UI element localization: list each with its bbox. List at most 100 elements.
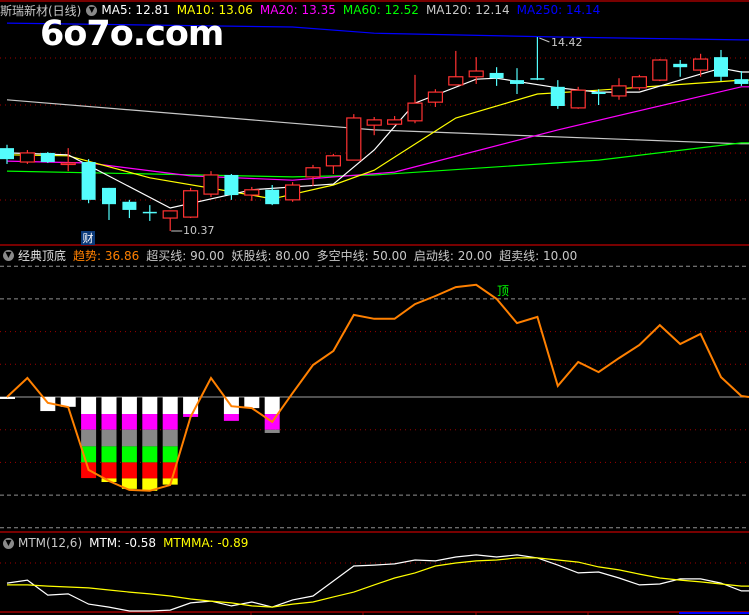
oversold-line-value: 超卖线: 10.00 (499, 248, 578, 263)
signal-bar-segment (121, 397, 137, 415)
signal-bar-segment (81, 429, 97, 447)
candle-up (162, 210, 178, 219)
ma250-value: MA250: 14.14 (516, 3, 601, 17)
signal-bar-segment (244, 397, 260, 409)
low-price-label: 10.37 (183, 224, 215, 237)
candle-up (366, 119, 382, 126)
candle-up (631, 76, 648, 89)
signal-bar-segment (162, 446, 178, 463)
high-price-label: 14.42 (551, 36, 583, 49)
ma60-value: MA60: 12.52 (342, 3, 419, 17)
top-signal-label: 顶 (497, 284, 510, 298)
trend-value: 趋势: 36.86 (73, 248, 140, 263)
signal-bar-segment (264, 397, 280, 415)
candle-up (203, 174, 219, 195)
ma20-value: MA20: 13.35 (259, 3, 336, 17)
candle-down (40, 152, 55, 163)
signal-bar-segment (60, 397, 76, 407)
signal-bar-segment (142, 446, 158, 463)
ma250-line (6, 22, 749, 41)
candle-down (489, 72, 504, 79)
candle-down (734, 79, 749, 84)
indicator-header: ▼ 经典顶底 趋势: 36.86 超买线: 90.00 妖股线: 80.00 多… (0, 247, 589, 263)
ma120-line (6, 99, 749, 145)
ma20-line (6, 86, 749, 181)
chevron-down-icon[interactable]: ▼ (86, 4, 98, 16)
signal-bar-segment (101, 462, 117, 479)
candle-down (591, 92, 606, 95)
candle-down (142, 211, 157, 214)
candle-down (122, 201, 137, 210)
signal-bar-segment (162, 429, 178, 447)
start-line-value: 启动线: 20.00 (413, 248, 493, 263)
midline-value: 多空中线: 50.00 (316, 248, 407, 263)
ma10-value: MA10: 13.06 (176, 3, 253, 17)
finance-badge[interactable]: 财 (81, 231, 95, 245)
signal-bar-segment (101, 397, 117, 415)
mtmma-line (7, 557, 749, 608)
ma120-value: MA120: 12.14 (425, 3, 510, 17)
signal-bar-segment (81, 414, 97, 430)
stock-title[interactable]: 斯瑞新材(日线) (0, 3, 82, 18)
signal-bar-segment (121, 446, 137, 463)
candle-down (673, 63, 688, 68)
signal-bar-segment (81, 397, 97, 415)
signal-bar-segment (101, 414, 117, 430)
candle-down (102, 187, 116, 205)
signal-bar-segment (121, 462, 137, 479)
signal-bar-segment (0, 397, 15, 399)
candle-up (652, 59, 668, 81)
candle-up (611, 85, 627, 97)
candle-down (530, 78, 545, 80)
overbought-line-value: 超买线: 90.00 (146, 248, 225, 263)
candle-up (570, 89, 586, 109)
signal-bar-segment (142, 429, 158, 447)
mtm-name[interactable]: MTM(12,6) (18, 536, 83, 550)
signal-bar-segment (121, 429, 137, 447)
candle-down (714, 57, 728, 77)
candle-up (448, 76, 464, 86)
signal-bar-segment (142, 478, 158, 491)
mtm-header: ▼ MTM(12,6) MTM: -0.58 MTMMA: -0.89 (0, 535, 260, 551)
mtmma-value: MTMMA: -0.89 (163, 536, 249, 550)
candle-down (265, 189, 280, 205)
signal-bar-segment (142, 414, 158, 430)
mtm-value: MTM: -0.58 (89, 536, 157, 550)
candle-down (510, 80, 524, 84)
candle-up (468, 70, 484, 78)
signal-bar-segment (40, 397, 56, 412)
candle-up (305, 167, 321, 178)
indicator-name[interactable]: 经典顶底 (18, 248, 67, 263)
candle-down (0, 148, 14, 160)
mtm-line (6, 554, 749, 612)
signal-bar-segment (142, 462, 158, 479)
ma60-line (6, 142, 749, 178)
signal-bar-segment (121, 414, 137, 430)
signal-bar-segment (121, 478, 137, 489)
candle-up (407, 102, 423, 122)
high-marker-arrow (539, 37, 550, 43)
chevron-down-icon[interactable]: ▼ (3, 537, 14, 549)
candle-up (183, 190, 199, 218)
candle-up (244, 189, 260, 196)
main-chart-header: 斯瑞新材(日线) ▼ MA5: 12.81 MA10: 13.06 MA20: … (0, 2, 612, 18)
candle-down (224, 174, 239, 196)
candle-up (692, 58, 709, 71)
candle-up (346, 117, 362, 161)
signal-bar-segment (162, 414, 178, 430)
signal-bar-segment (162, 397, 178, 415)
candle-down (550, 86, 565, 106)
candle-up (60, 162, 76, 166)
candle-up (285, 184, 301, 201)
signal-bar-segment (264, 429, 280, 433)
candle-up (325, 155, 341, 167)
watermark-logo: 6o7o.com (40, 14, 224, 54)
candle-up (427, 91, 443, 103)
demon-stock-line-value: 妖股线: 80.00 (231, 248, 310, 263)
chevron-down-icon[interactable]: ▼ (3, 249, 14, 261)
candle-up (387, 119, 403, 125)
signal-bar-segment (223, 414, 239, 421)
ma5-value: MA5: 12.81 (101, 3, 170, 17)
candle-up (19, 152, 35, 163)
